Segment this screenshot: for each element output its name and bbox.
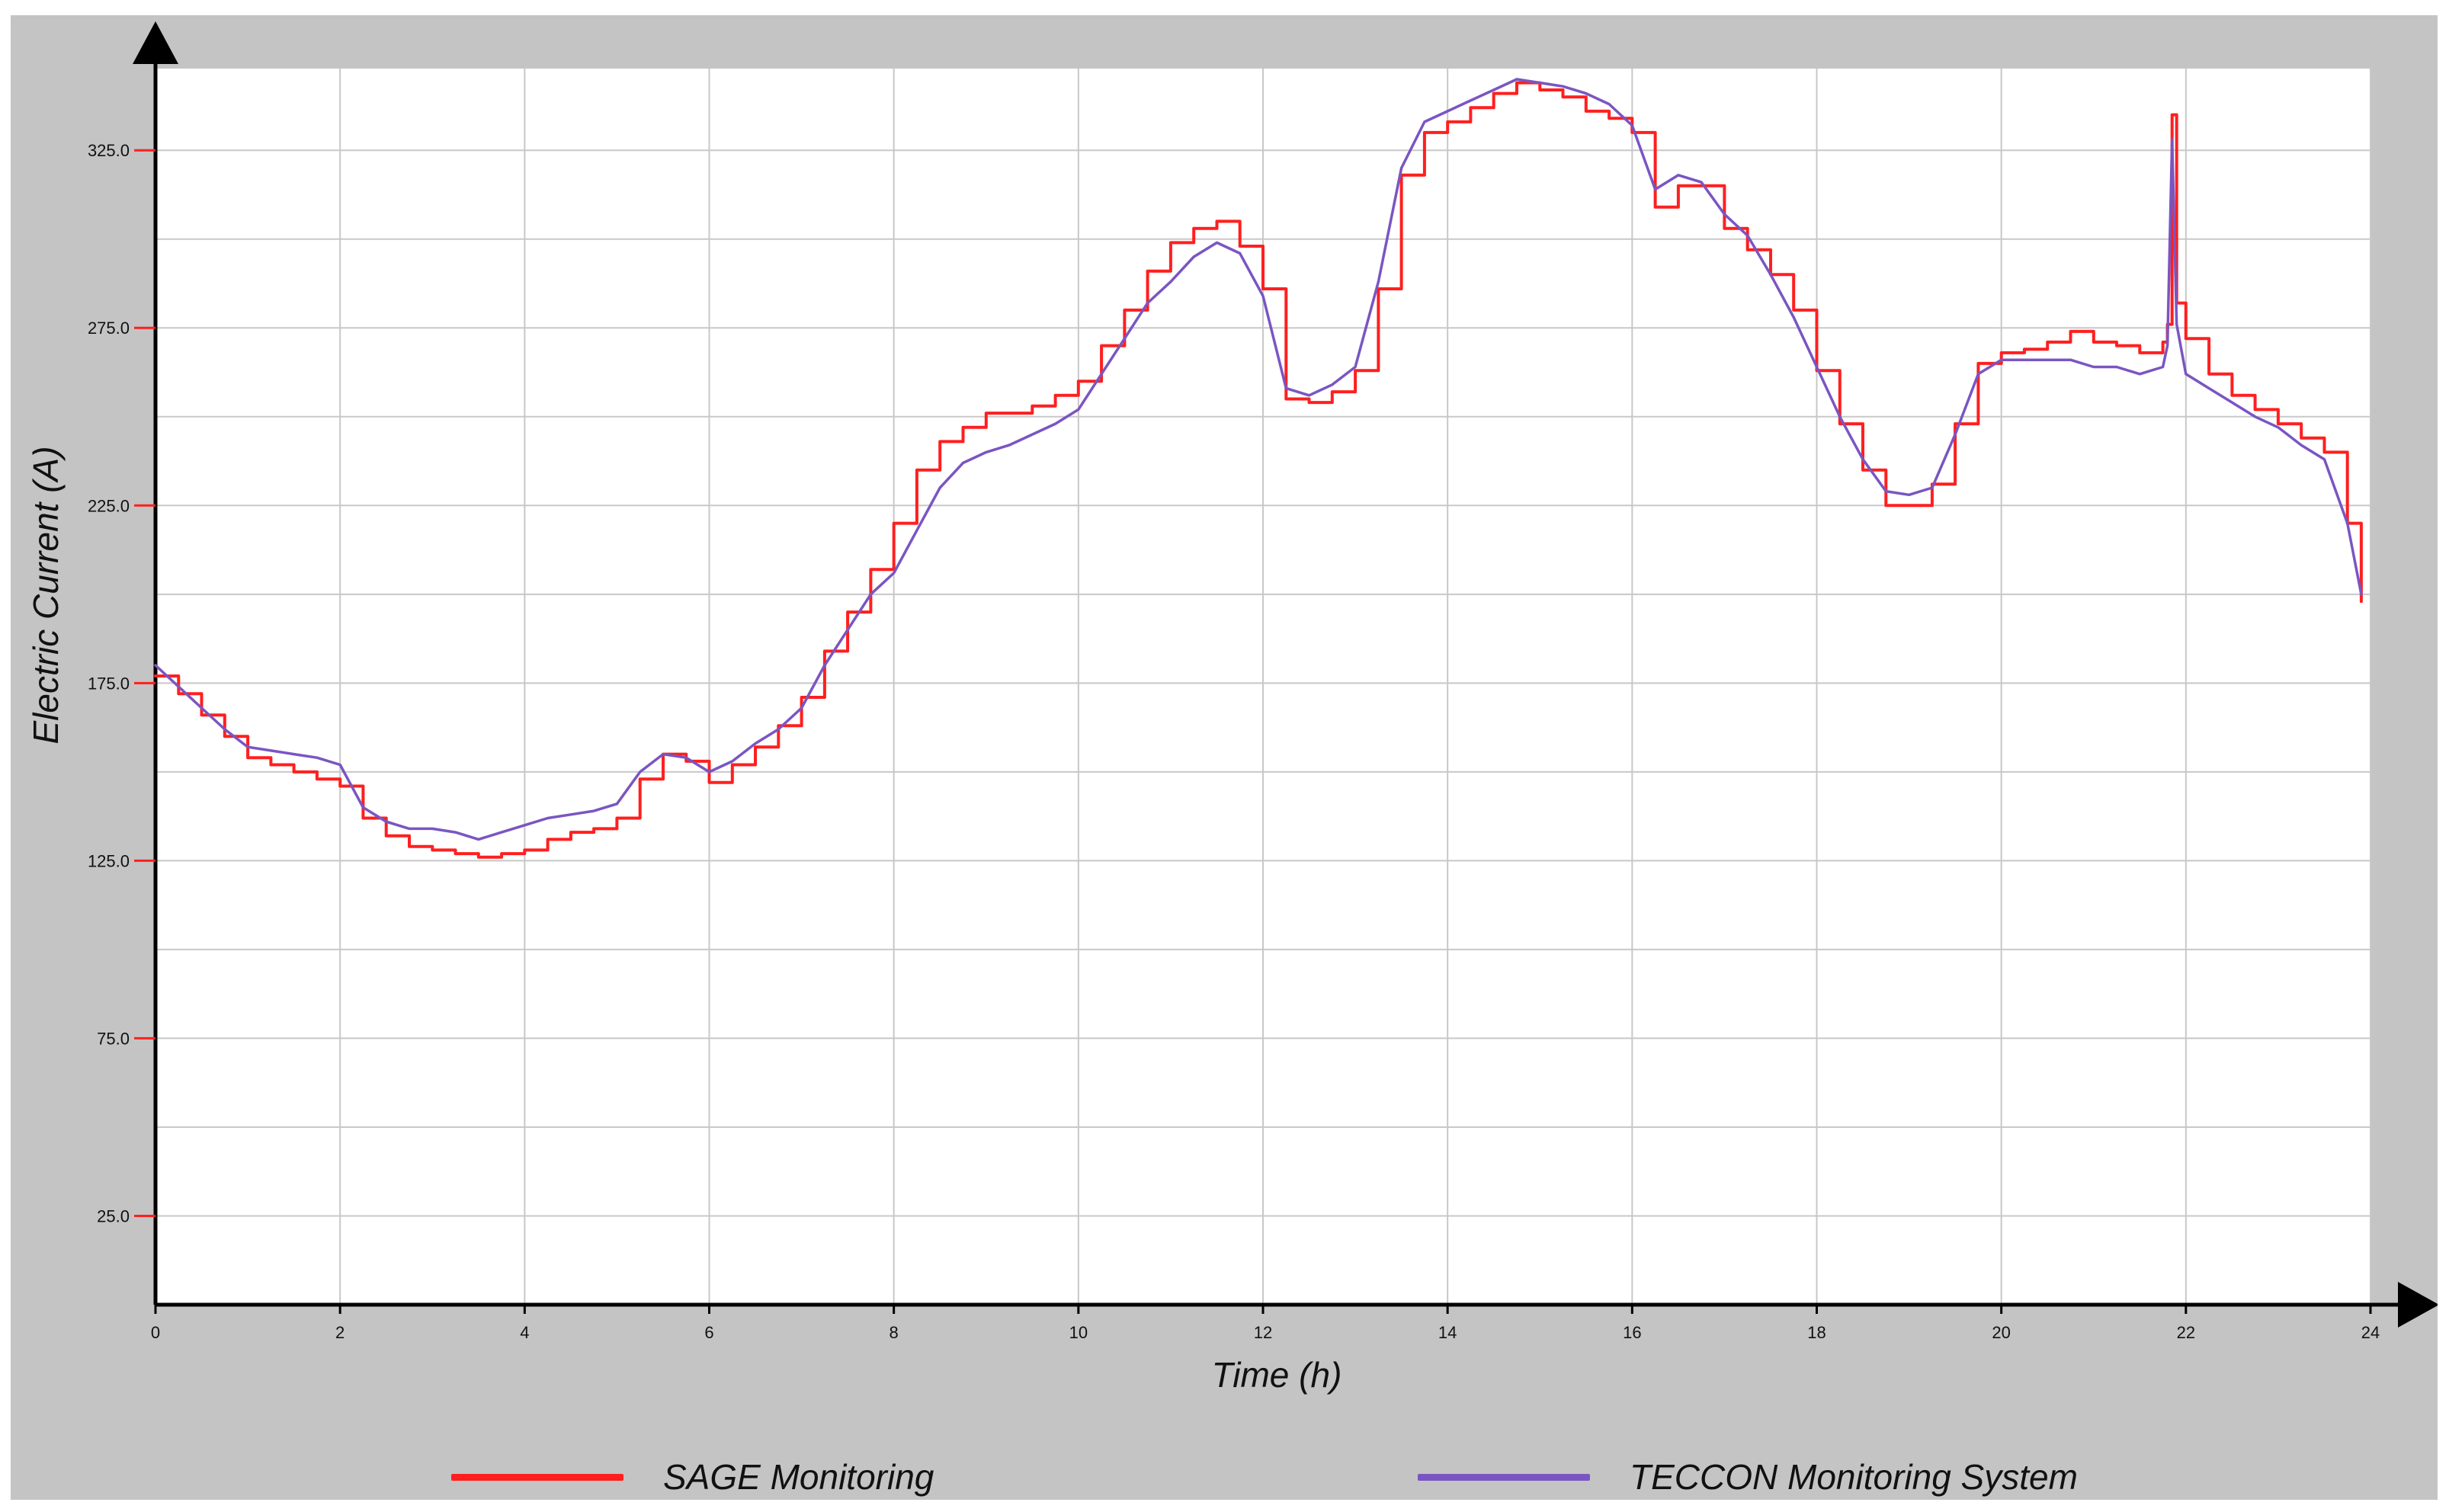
x-tick-label: 4 xyxy=(520,1323,529,1342)
y-tick-label: 175.0 xyxy=(88,674,130,693)
y-tick-label: 225.0 xyxy=(88,496,130,515)
y-tick-label: 25.0 xyxy=(97,1206,130,1225)
x-tick-label: 10 xyxy=(1069,1323,1088,1342)
legend-item-teccon: TECCON Monitoring System xyxy=(1418,1454,2078,1500)
legend-swatch-sage xyxy=(451,1473,623,1481)
legend-item-sage: SAGE Monitoring xyxy=(451,1454,934,1500)
y-tick-label: 75.0 xyxy=(97,1029,130,1048)
x-tick-label: 14 xyxy=(1438,1323,1457,1342)
y-axis-title: Electric Current (A) xyxy=(26,446,66,744)
x-tick-label: 18 xyxy=(1807,1323,1826,1342)
y-axis-arrow xyxy=(133,21,178,64)
legend-label-sage: SAGE Monitoring xyxy=(663,1457,934,1497)
chart-frame: 0 2 4 6 8 10 12 14 16 18 20 22 24 25.0 75.0 125.0 175.0 2… xyxy=(11,15,2438,1500)
x-tick-label: 24 xyxy=(2361,1323,2380,1342)
x-tick-label: 16 xyxy=(1623,1323,1641,1342)
series-line-0 xyxy=(154,81,2363,859)
y-tick-label: 275.0 xyxy=(88,319,130,338)
x-axis-title: Time (h) xyxy=(1212,1355,1342,1395)
series-line-1 xyxy=(154,78,2363,841)
line-chart: 0 2 4 6 8 10 12 14 16 18 20 22 2425.075.0125.0175.02… xyxy=(26,21,2438,1395)
x-tick-label: 12 xyxy=(1254,1323,1272,1342)
x-tick-label: 20 xyxy=(1992,1323,2010,1342)
legend-label-teccon: TECCON Monitoring System xyxy=(1630,1457,2078,1497)
x-tick-label: 6 xyxy=(704,1323,713,1342)
x-axis-arrow xyxy=(2398,1282,2438,1328)
x-tick-label: 8 xyxy=(890,1323,899,1342)
y-tick-label: 125.0 xyxy=(88,851,130,870)
x-tick-label: 22 xyxy=(2177,1323,2195,1342)
x-tick-label: 2 xyxy=(335,1323,345,1342)
y-tick-label: 325.0 xyxy=(88,141,130,160)
legend-swatch-teccon xyxy=(1418,1473,1590,1481)
x-tick-label: 0 xyxy=(151,1323,160,1342)
